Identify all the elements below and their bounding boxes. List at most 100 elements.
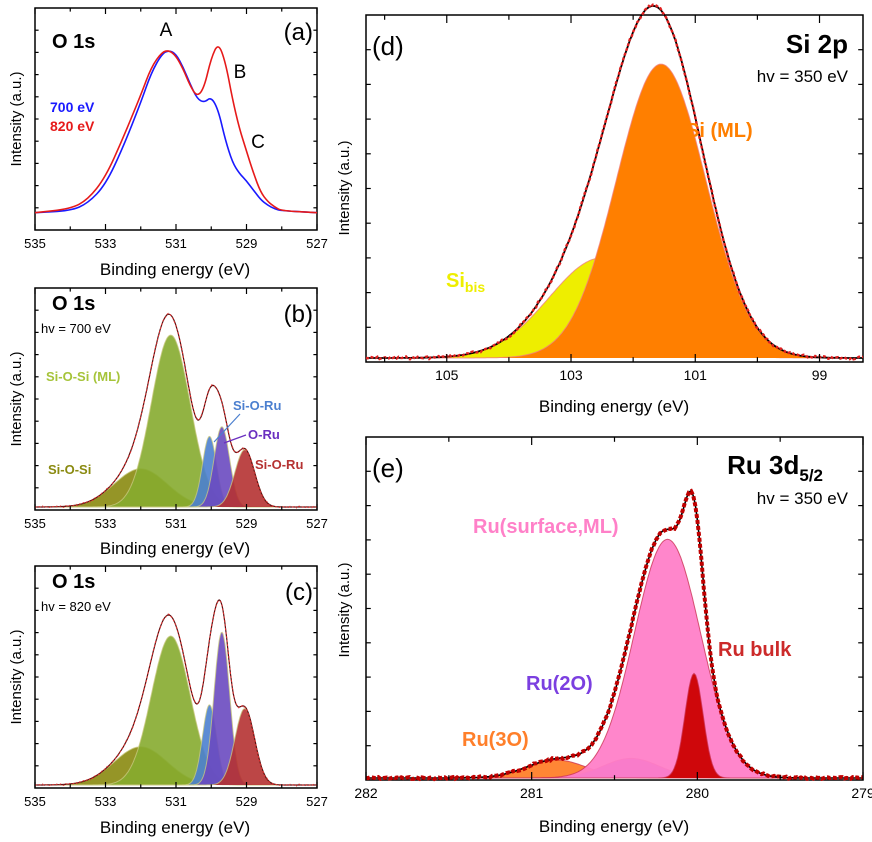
panel-c-ticks xyxy=(34,566,318,788)
measured-data xyxy=(34,312,318,509)
x-tick-label: 527 xyxy=(306,236,328,251)
component-si-o-si-ml- xyxy=(35,335,317,507)
label-si-o-si-ml: Si-O-Si (ML) xyxy=(46,369,120,384)
panel-a-label: (a) xyxy=(284,19,313,46)
panel-d-xlabel: Binding energy (eV) xyxy=(539,397,689,416)
panel-e-label: (e) xyxy=(372,453,404,483)
panel-c-ylabel: Intensity (a.u.) xyxy=(8,629,25,724)
x-tick-label: 282 xyxy=(354,785,378,801)
panel-d-label: (d) xyxy=(372,31,404,61)
component-si-o-si xyxy=(35,468,317,507)
x-tick-label: 527 xyxy=(306,794,328,809)
x-tick-label: 99 xyxy=(812,367,828,383)
panel-c-envelope xyxy=(34,599,318,787)
panel-e-ylabel: Intensity (a.u.) xyxy=(336,562,353,657)
label-o-ru: O-Ru xyxy=(248,427,280,442)
label-ru-bulk: Ru bulk xyxy=(718,639,792,661)
x-tick-label: 105 xyxy=(435,367,459,383)
panel-b: 535 533 531 529 527 O 1s hv = 700 eV (b) Si-… xyxy=(8,287,328,558)
x-tick-label: 101 xyxy=(684,367,708,383)
x-tick-label: 103 xyxy=(559,367,583,383)
panel-b-ticks xyxy=(34,288,318,510)
panel-d-subtitle: hv = 350 eV xyxy=(757,67,849,86)
x-tick-label: 531 xyxy=(165,794,187,809)
x-tick-label: 535 xyxy=(24,236,46,251)
panel-a-title: O 1s xyxy=(52,31,95,53)
panel-a-xlabel: Binding energy (eV) xyxy=(100,260,250,279)
peak-label-a: A xyxy=(160,20,173,41)
series-700-ev xyxy=(34,50,318,214)
panel-c: 535 533 531 529 527 O 1s hv = 820 eV (c) Bin… xyxy=(8,565,328,837)
label-ru-3o: Ru(3O) xyxy=(462,729,529,751)
legend-700ev: 700 eV xyxy=(50,99,95,115)
panel-c-subtitle: hv = 820 eV xyxy=(41,599,111,614)
legend-820ev: 820 eV xyxy=(50,118,95,134)
panel-a-ticks xyxy=(34,8,318,230)
component-si-ml- xyxy=(366,64,863,358)
panel-c-components xyxy=(35,631,317,786)
panel-e-xlabel: Binding energy (eV) xyxy=(539,817,689,836)
panel-b-label: (b) xyxy=(284,301,313,328)
panel-e-title-sub: 5/2 xyxy=(799,466,823,485)
x-tick-label: 527 xyxy=(306,516,328,531)
x-tick-label: 280 xyxy=(686,785,710,801)
x-tick-label: 281 xyxy=(520,785,544,801)
label-ru-2o: Ru(2O) xyxy=(526,673,593,695)
peak-label-b: B xyxy=(234,62,247,83)
panel-b-ylabel: Intensity (a.u.) xyxy=(8,351,25,446)
component-ru-surface-ml- xyxy=(366,539,863,778)
panel-c-xlabel: Binding energy (eV) xyxy=(100,818,250,837)
component-si-o-ru xyxy=(35,708,317,785)
measured-data xyxy=(365,3,864,361)
panel-d-title: Si 2p xyxy=(786,29,848,59)
label-si-o-ru-blue: Si-O-Ru xyxy=(233,398,281,413)
panel-d-ylabel: Intensity (a.u.) xyxy=(336,140,353,235)
panel-b-components xyxy=(35,334,317,508)
panel-e: 282 281 280 279 (e) Ru 3d5/2 hv = 350 eV Ru… xyxy=(336,436,872,836)
x-tick-label: 533 xyxy=(95,236,117,251)
x-tick-label: 533 xyxy=(95,794,117,809)
panel-a-ylabel: Intensity (a.u.) xyxy=(8,71,25,166)
x-tick-label: 535 xyxy=(24,516,46,531)
panel-b-xlabel: Binding energy (eV) xyxy=(100,539,250,558)
series-820-ev xyxy=(34,46,318,214)
measured-data xyxy=(34,599,318,787)
label-si-bis-main: Si xyxy=(446,270,465,292)
component-si-o-si-ml- xyxy=(35,636,317,785)
panel-d: 105 103 101 99 (d) Si 2p hv = 350 eV Si (ML… xyxy=(336,3,864,416)
x-tick-label: 279 xyxy=(851,785,872,801)
x-tick-label: 531 xyxy=(165,236,187,251)
panel-b-title: O 1s xyxy=(52,293,95,315)
panel-e-subtitle: hv = 350 eV xyxy=(757,489,849,508)
panel-d-tick-labels: 105 103 101 99 xyxy=(435,367,827,383)
pointer-o-ru xyxy=(223,434,247,444)
panel-c-title: O 1s xyxy=(52,571,95,593)
panel-d-envelope xyxy=(365,3,864,361)
x-tick-label: 529 xyxy=(236,236,258,251)
label-si-bis-sub: bis xyxy=(465,279,485,295)
panel-e-title-main: Ru 3d xyxy=(727,450,799,480)
panel-e-title: Ru 3d5/2 xyxy=(727,450,823,485)
component-si-o-si xyxy=(35,746,317,785)
panel-b-envelope xyxy=(34,312,318,509)
label-si-bis: Sibis xyxy=(446,270,485,295)
panel-a-tick-labels: 535 533 531 529 527 xyxy=(24,236,328,251)
panel-a: 535 533 531 529 527 O 1s (a) 700 eV 820 eV A… xyxy=(8,7,328,279)
panel-b-subtitle: hv = 700 eV xyxy=(41,321,111,336)
panel-b-tick-labels: 535 533 531 529 527 xyxy=(24,516,328,531)
x-tick-label: 529 xyxy=(236,794,258,809)
label-si-o-si: Si-O-Si xyxy=(48,462,91,477)
component-si-o-ru xyxy=(35,449,317,507)
label-si-ml: Si (ML) xyxy=(686,120,753,142)
label-si-o-ru-red: Si-O-Ru xyxy=(255,457,303,472)
x-tick-label: 533 xyxy=(95,516,117,531)
panel-c-tick-labels: 535 533 531 529 527 xyxy=(24,794,328,809)
panel-a-curves xyxy=(34,46,318,214)
x-tick-label: 535 xyxy=(24,794,46,809)
x-tick-label: 529 xyxy=(236,516,258,531)
panel-c-label: (c) xyxy=(285,579,313,606)
x-tick-label: 531 xyxy=(165,516,187,531)
panel-e-ticks xyxy=(365,437,864,780)
panel-d-components xyxy=(366,63,863,359)
